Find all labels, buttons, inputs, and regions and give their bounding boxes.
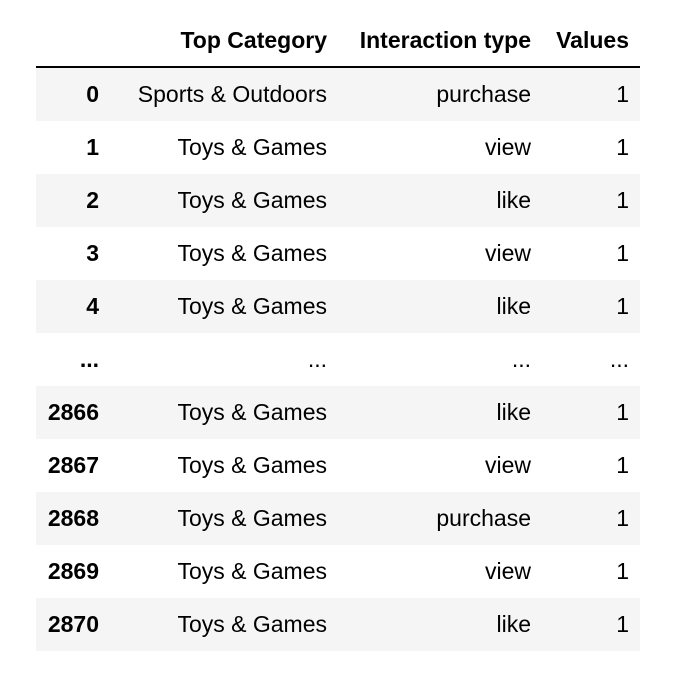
- top-category-cell: Toys & Games: [177, 611, 327, 637]
- table-body: 0 Sports & Outdoors purchase 1 1 Toys & …: [36, 67, 640, 651]
- interaction-type-cell: like: [496, 611, 531, 637]
- table-row: 2869 Toys & Games view 1: [36, 545, 640, 598]
- interaction-type-cell: ...: [511, 346, 531, 372]
- values-cell: ...: [609, 346, 629, 372]
- top-category-cell: ...: [307, 346, 327, 372]
- dataframe-output: Top Category Interaction type Values 0 S…: [36, 14, 640, 651]
- table-row: 3 Toys & Games view 1: [36, 227, 640, 280]
- ellipsis-row: ... ... ... ...: [36, 333, 640, 386]
- interaction-type-cell: view: [484, 558, 531, 584]
- table-row: 2868 Toys & Games purchase 1: [36, 492, 640, 545]
- interaction-type-cell: view: [484, 134, 531, 160]
- top-category-header: Top Category: [112, 14, 338, 68]
- top-category-cell: Toys & Games: [177, 452, 327, 478]
- values-cell: 1: [616, 611, 629, 637]
- row-index: 3: [86, 240, 99, 266]
- header-row: Top Category Interaction type Values: [36, 14, 640, 68]
- table-row: 0 Sports & Outdoors purchase 1: [36, 67, 640, 121]
- top-category-cell: Toys & Games: [177, 240, 327, 266]
- values-cell: 1: [616, 452, 629, 478]
- row-index: 2866: [47, 399, 99, 425]
- top-category-cell: Toys & Games: [177, 134, 327, 160]
- table-row: 4 Toys & Games like 1: [36, 280, 640, 333]
- row-index: 2869: [47, 558, 99, 584]
- values-cell: 1: [616, 505, 629, 531]
- row-index: 2867: [47, 452, 99, 478]
- row-index: 0: [86, 81, 99, 107]
- row-index: ...: [79, 346, 99, 372]
- top-category-cell: Toys & Games: [177, 399, 327, 425]
- values-cell: 1: [616, 558, 629, 584]
- row-index: 2870: [47, 611, 99, 637]
- top-category-cell: Toys & Games: [177, 293, 327, 319]
- values-cell: 1: [616, 240, 629, 266]
- row-index: 1: [86, 134, 99, 160]
- table-row: 2867 Toys & Games view 1: [36, 439, 640, 492]
- top-category-cell: Toys & Games: [177, 558, 327, 584]
- interaction-type-cell: view: [484, 452, 531, 478]
- row-index: 2868: [47, 505, 99, 531]
- row-index: 2: [86, 187, 99, 213]
- values-cell: 1: [616, 399, 629, 425]
- top-category-cell: Toys & Games: [177, 505, 327, 531]
- table-row: 2 Toys & Games like 1: [36, 174, 640, 227]
- index-header: [36, 14, 112, 68]
- interaction-type-cell: like: [496, 293, 531, 319]
- values-cell: 1: [616, 81, 629, 107]
- top-category-cell: Sports & Outdoors: [137, 81, 327, 107]
- table-row: 1 Toys & Games view 1: [36, 121, 640, 174]
- values-cell: 1: [616, 187, 629, 213]
- interaction-type-header: Interaction type: [338, 14, 542, 68]
- interaction-type-cell: purchase: [436, 81, 531, 107]
- table-header: Top Category Interaction type Values: [36, 14, 640, 68]
- table-row: 2870 Toys & Games like 1: [36, 598, 640, 651]
- interaction-type-cell: purchase: [436, 505, 531, 531]
- dataframe-table: Top Category Interaction type Values 0 S…: [36, 14, 640, 651]
- interaction-type-cell: like: [496, 187, 531, 213]
- interaction-type-cell: view: [484, 240, 531, 266]
- row-index: 4: [86, 293, 99, 319]
- values-cell: 1: [616, 134, 629, 160]
- interaction-type-cell: like: [496, 399, 531, 425]
- values-header: Values: [542, 14, 640, 68]
- table-row: 2866 Toys & Games like 1: [36, 386, 640, 439]
- values-cell: 1: [616, 293, 629, 319]
- top-category-cell: Toys & Games: [177, 187, 327, 213]
